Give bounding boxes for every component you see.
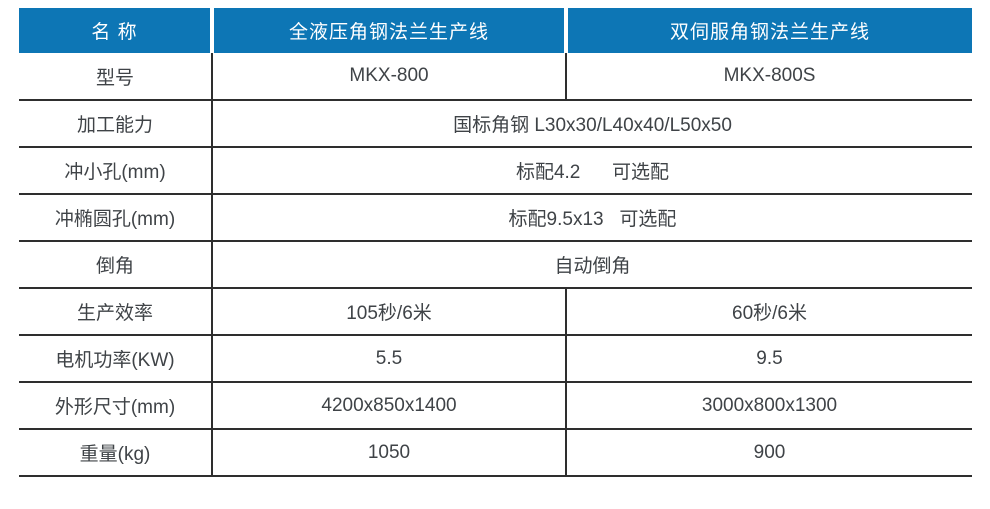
row-label-model: 型号: [19, 53, 213, 101]
header-name-label: 名 称: [19, 8, 214, 53]
row-value-left: 1050: [212, 429, 567, 477]
table-row: 电机功率(KW) 5.5 9.5: [19, 335, 972, 383]
row-value-merged: 自动倒角: [212, 241, 972, 289]
row-value-left: 4200x850x1400: [212, 382, 567, 430]
row-value-merged: 标配4.2 可选配: [212, 147, 972, 195]
row-label-capacity: 加工能力: [19, 100, 213, 148]
table-row: 生产效率 105秒/6米 60秒/6米: [19, 288, 972, 336]
table-row: 重量(kg) 1050 900: [19, 429, 972, 477]
table-row: 倒角 自动倒角: [19, 241, 972, 289]
row-value-left: 5.5: [212, 335, 567, 383]
row-label-small-hole: 冲小孔(mm): [19, 147, 213, 195]
table-row: 冲小孔(mm) 标配4.2 可选配: [19, 147, 972, 195]
header-product-line-2: 双伺服角钢法兰生产线: [566, 8, 972, 53]
table-row: 型号 MKX-800 MKX-800S: [19, 53, 972, 101]
row-value-right: 900: [566, 429, 972, 477]
row-value-right: MKX-800S: [566, 53, 972, 101]
product-spec-table: 名 称 全液压角钢法兰生产线 双伺服角钢法兰生产线 型号 MKX-800 MKX…: [19, 8, 972, 477]
row-label-motor-power: 电机功率(KW): [19, 335, 213, 383]
table-row: 加工能力 国标角钢 L30x30/L40x40/L50x50: [19, 100, 972, 148]
table-row: 冲椭圆孔(mm) 标配9.5x13 可选配: [19, 194, 972, 242]
row-value-left: 105秒/6米: [212, 288, 567, 336]
table-header-row: 名 称 全液压角钢法兰生产线 双伺服角钢法兰生产线: [19, 8, 972, 53]
row-value-left: MKX-800: [212, 53, 567, 101]
row-value-right: 9.5: [566, 335, 972, 383]
row-label-oval-hole: 冲椭圆孔(mm): [19, 194, 213, 242]
row-value-merged: 国标角钢 L30x30/L40x40/L50x50: [212, 100, 972, 148]
table-row: 外形尺寸(mm) 4200x850x1400 3000x800x1300: [19, 382, 972, 430]
row-value-right: 60秒/6米: [566, 288, 972, 336]
row-value-right: 3000x800x1300: [566, 382, 972, 430]
row-label-chamfer: 倒角: [19, 241, 213, 289]
row-label-dimensions: 外形尺寸(mm): [19, 382, 213, 430]
row-label-efficiency: 生产效率: [19, 288, 213, 336]
row-label-weight: 重量(kg): [19, 429, 213, 477]
row-value-merged: 标配9.5x13 可选配: [212, 194, 972, 242]
header-product-line-1: 全液压角钢法兰生产线: [212, 8, 568, 53]
